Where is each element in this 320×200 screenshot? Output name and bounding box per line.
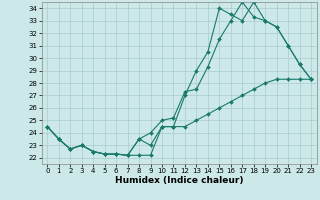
X-axis label: Humidex (Indice chaleur): Humidex (Indice chaleur) <box>115 176 244 185</box>
